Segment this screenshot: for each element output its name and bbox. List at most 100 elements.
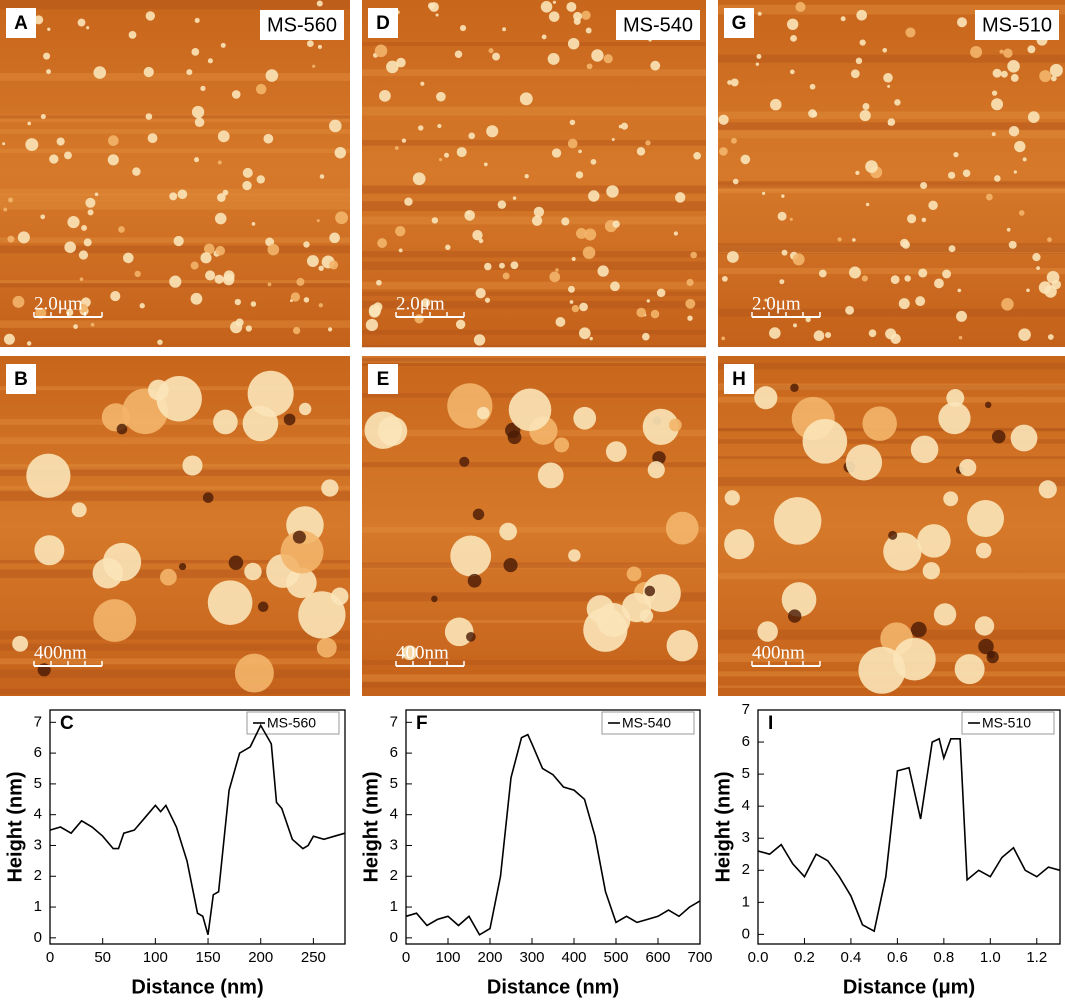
particle (571, 304, 580, 313)
particle (731, 137, 737, 144)
particle (329, 119, 342, 133)
particle (296, 277, 305, 286)
image-background (0, 0, 350, 347)
particle (476, 406, 490, 420)
particle (93, 599, 137, 642)
particle (1006, 227, 1011, 232)
pit (466, 631, 476, 642)
particle (666, 629, 699, 662)
particle (73, 324, 78, 329)
particle (781, 249, 788, 256)
particle (756, 54, 762, 59)
scan-line (0, 669, 350, 678)
particle (414, 314, 424, 324)
particle (947, 171, 956, 179)
particle (191, 105, 205, 119)
particle (1018, 328, 1031, 341)
particle (554, 437, 570, 453)
particle (957, 288, 962, 293)
particle (318, 303, 323, 308)
panel-letter: H (732, 369, 746, 390)
scan-line (0, 630, 350, 640)
scan-line (0, 0, 350, 10)
particle (398, 248, 403, 253)
particle (531, 215, 543, 226)
particle (436, 91, 446, 102)
particle (306, 255, 319, 267)
legend-box (961, 711, 1055, 735)
particle (484, 262, 492, 271)
scan-line (0, 200, 350, 210)
y-tick-label: 3 (742, 829, 750, 846)
scale-label: 400nm (34, 642, 87, 663)
particle (194, 117, 205, 128)
particle (859, 39, 866, 46)
panel-letter: C (60, 713, 74, 734)
particle (887, 121, 892, 126)
particle (420, 81, 425, 86)
pit (467, 573, 482, 588)
particle (642, 408, 679, 445)
letter-box (6, 8, 36, 38)
particle (190, 292, 203, 305)
y-tick-label: 4 (34, 806, 42, 823)
x-tick-label: 0 (402, 949, 410, 966)
particle (81, 224, 88, 231)
scan-line (718, 439, 1065, 444)
particle (764, 298, 768, 302)
pit (788, 609, 802, 623)
particle (907, 214, 917, 224)
particle (519, 92, 533, 106)
particle (578, 327, 591, 340)
particle (205, 270, 216, 281)
particle (303, 241, 310, 248)
y-tick-label: 6 (742, 733, 750, 750)
particle (552, 0, 557, 4)
particle (194, 157, 200, 163)
particle (769, 327, 781, 339)
letter-box (724, 364, 754, 394)
particle (761, 191, 766, 195)
particle (915, 296, 926, 307)
particle (93, 66, 107, 79)
particle (581, 10, 591, 20)
particle (234, 653, 274, 693)
particle (244, 562, 262, 581)
x-axis-label: Distance (nm) (131, 976, 263, 998)
particle (757, 621, 778, 642)
particle (865, 160, 878, 173)
particle (849, 266, 861, 279)
particle (1014, 140, 1026, 153)
particle (787, 18, 799, 30)
particle (1010, 424, 1038, 452)
particle (472, 230, 483, 241)
particle (852, 238, 856, 242)
scan-line (0, 245, 350, 254)
particle (475, 287, 486, 299)
scan-line (718, 129, 1065, 139)
particle (488, 48, 494, 54)
particle (910, 435, 939, 464)
data-line (49, 723, 346, 936)
particle (611, 138, 615, 142)
particle (147, 133, 158, 144)
particle (588, 190, 600, 202)
particle (991, 90, 998, 96)
particle (578, 149, 582, 154)
particle (537, 462, 564, 489)
particle (56, 137, 65, 146)
y-axis-label: Height (nm) (4, 771, 26, 882)
particle (1022, 157, 1027, 162)
scan-line (0, 115, 350, 119)
y-tick-label: 7 (34, 713, 42, 730)
x-tick-label: 700 (687, 949, 712, 966)
particle (992, 68, 1002, 78)
scan-line (362, 261, 706, 270)
particle (217, 130, 230, 143)
particle (948, 245, 956, 253)
scan-line (362, 620, 706, 623)
particle (571, 256, 576, 262)
particle (334, 146, 347, 159)
particle (605, 441, 627, 462)
particle (321, 479, 339, 497)
